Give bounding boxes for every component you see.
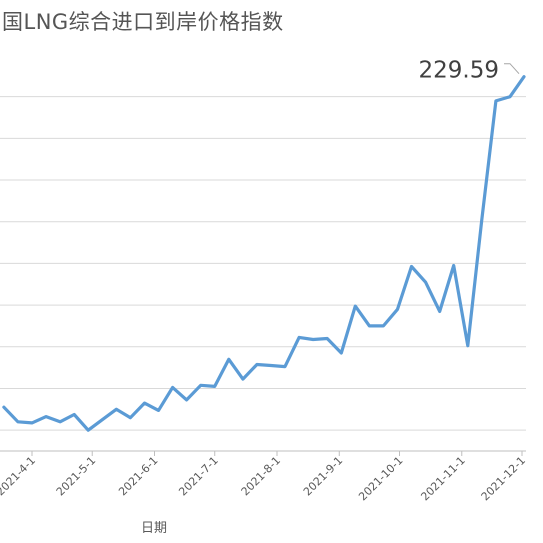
data-point <box>16 420 19 423</box>
data-point <box>171 386 174 389</box>
x-tick-label: 2021-10-1 <box>356 454 405 503</box>
data-point <box>312 338 315 341</box>
x-tick-label: 2021-7-1 <box>176 454 221 499</box>
data-point <box>199 384 202 387</box>
data-point <box>452 264 455 267</box>
data-point <box>129 416 132 419</box>
data-point <box>284 365 287 368</box>
x-axis-label: 日期 <box>141 521 168 536</box>
data-point <box>368 324 371 327</box>
data-point <box>382 324 385 327</box>
data-point <box>143 402 146 405</box>
data-point <box>410 265 413 268</box>
data-point <box>326 337 329 340</box>
last-point-leader <box>504 63 520 75</box>
data-point <box>185 398 188 401</box>
data-point <box>340 352 343 355</box>
chart-title: 国LNG综合进口到岸价格指数 <box>2 10 284 34</box>
data-point <box>354 305 357 308</box>
x-tick-label: 2021-9-1 <box>301 454 346 499</box>
data-point <box>213 385 216 388</box>
data-point <box>494 99 497 102</box>
data-point <box>2 406 5 409</box>
data-point <box>255 363 258 366</box>
last-point-label: 229.59 <box>419 58 499 84</box>
data-point <box>115 408 118 411</box>
data-point <box>73 413 76 416</box>
data-point <box>466 344 469 347</box>
data-point <box>438 310 441 313</box>
data-point <box>298 336 301 339</box>
data-point <box>241 378 244 381</box>
data-point <box>424 281 427 284</box>
data-point <box>101 418 104 421</box>
data-point <box>59 420 62 423</box>
data-point <box>523 75 526 78</box>
series-line <box>2 75 526 432</box>
data-point <box>480 218 483 221</box>
data-point <box>269 364 272 367</box>
data-point <box>157 409 160 412</box>
x-tick-label: 2021-6-1 <box>116 454 161 499</box>
x-tick-label: 2021-8-1 <box>239 454 284 499</box>
x-tick-label: 2021-11-1 <box>418 454 467 503</box>
data-point <box>508 95 511 98</box>
data-point <box>396 308 399 311</box>
data-point <box>227 358 230 361</box>
x-tick-label: 2021-4-1 <box>0 454 38 499</box>
x-tick-label: 2021-12-1 <box>479 454 528 503</box>
x-tick-label: 2021-5-1 <box>54 454 99 499</box>
data-point <box>45 415 48 418</box>
data-point <box>31 421 34 424</box>
data-point <box>87 429 90 432</box>
